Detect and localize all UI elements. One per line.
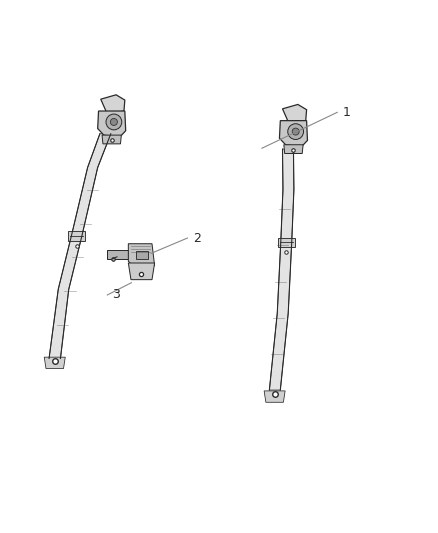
Polygon shape [128,263,155,280]
Polygon shape [279,120,307,147]
Polygon shape [283,104,307,124]
Circle shape [110,118,117,125]
Polygon shape [102,135,121,144]
Bar [278,238,294,247]
Polygon shape [98,111,126,138]
Polygon shape [101,95,125,114]
Text: 2: 2 [193,231,201,245]
Polygon shape [49,134,111,359]
Bar [68,231,85,241]
Circle shape [288,124,304,140]
Polygon shape [44,357,65,368]
Polygon shape [269,149,294,390]
Polygon shape [264,391,285,402]
Polygon shape [284,145,303,154]
Circle shape [292,128,299,135]
Polygon shape [128,244,155,270]
Circle shape [106,114,122,130]
Text: 1: 1 [343,106,350,119]
Bar [136,251,148,259]
Polygon shape [107,250,128,260]
Text: 3: 3 [113,288,120,302]
